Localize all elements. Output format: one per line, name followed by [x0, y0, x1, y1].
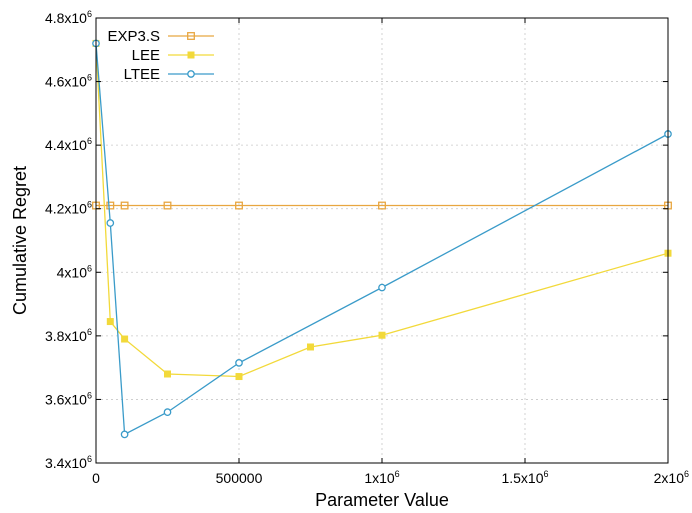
point-ltee: [163, 408, 172, 416]
point-lee: [121, 335, 129, 343]
legend-label-exp3-s: EXP3.S: [107, 28, 160, 45]
x-axis-title: Parameter Value: [315, 490, 449, 510]
legend: EXP3.S LEE LTEE: [107, 28, 214, 83]
y-tick-label-exponent: 6: [87, 327, 92, 337]
y-tick-label: 3.8x106: [45, 327, 92, 344]
y-tick-label-exponent: 6: [87, 390, 92, 400]
y-tick-label-text: 4x10: [57, 264, 88, 280]
point-lee: [106, 318, 114, 326]
point-lee: [164, 370, 171, 378]
y-axis-title: Cumulative Regret: [10, 166, 30, 315]
x-tick-label-text: 1x10: [364, 470, 395, 486]
y-tick-label: 4.4x106: [45, 136, 92, 153]
x-tick-label: 1.5x106: [501, 469, 548, 486]
x-tick-label-exponent: 6: [684, 469, 689, 479]
point-ltee: [120, 430, 129, 439]
y-tick-label-text: 3.8x10: [45, 328, 87, 344]
point-ltee: [235, 359, 243, 367]
x-tick-label: 0: [92, 470, 100, 486]
y-tick-label-text: 4.4x10: [45, 137, 87, 153]
x-tick-label: 2x106: [654, 469, 689, 486]
y-tick-label-exponent: 6: [87, 454, 92, 464]
point-lee: [307, 343, 314, 351]
legend-marker-exp3-s: [187, 32, 195, 40]
y-tick-label: 4.8x106: [45, 9, 92, 26]
series-layer: [92, 39, 672, 439]
y-tick-label-exponent: 6: [87, 200, 92, 210]
y-tick-label: 4.6x106: [45, 73, 92, 90]
y-tick-label-text: 3.6x10: [45, 391, 87, 407]
y-tick-label-exponent: 6: [87, 73, 92, 83]
y-tick-label-text: 3.4x10: [45, 455, 87, 471]
legend-label-ltee: LTEE: [124, 66, 160, 83]
legend-label-lee: LEE: [132, 47, 160, 64]
y-tick-label-exponent: 6: [87, 136, 92, 146]
x-tick-label: 500000: [216, 470, 263, 486]
y-tick-label: 4.2x106: [45, 200, 92, 217]
point-exp3-s: [378, 201, 386, 210]
y-tick-label: 3.6x106: [45, 390, 92, 407]
x-tick-label: 1x106: [364, 469, 399, 486]
x-tick-label-exponent: 6: [544, 469, 549, 479]
tick-labels: 3.4x1063.6x1063.8x1064x1064.2x1064.4x106…: [45, 9, 689, 486]
point-lee: [378, 331, 386, 339]
point-ltee: [106, 219, 115, 227]
legend-item-ltee: LTEE: [124, 66, 214, 83]
point-ltee: [378, 283, 386, 292]
y-tick-label-text: 4.8x10: [45, 10, 87, 26]
grid-lines: [96, 18, 668, 463]
legend-item-lee: LEE: [132, 47, 214, 64]
point-exp3-s: [163, 201, 172, 210]
series-exp3-s: [92, 201, 672, 210]
y-tick-label: 4x106: [57, 263, 92, 280]
y-tick-label-text: 4.6x10: [45, 74, 87, 90]
y-tick-label-text: 4.2x10: [45, 201, 87, 217]
y-tick-label: 3.4x106: [45, 454, 92, 471]
point-exp3-s: [120, 201, 129, 210]
x-tick-label-text: 0: [92, 470, 100, 486]
y-tick-label-exponent: 6: [87, 263, 92, 273]
legend-marker-lee: [187, 51, 195, 59]
x-tick-label-text: 1.5x10: [501, 470, 543, 486]
legend-marker-ltee: [187, 70, 195, 78]
point-lee: [235, 373, 243, 381]
legend-item-exp3-s: EXP3.S: [107, 28, 214, 45]
axis-ticks: [95, 17, 669, 464]
x-tick-label-text: 500000: [216, 470, 263, 486]
x-tick-label-exponent: 6: [395, 469, 400, 479]
x-tick-label-text: 2x10: [654, 470, 685, 486]
point-exp3-s: [106, 201, 115, 210]
y-tick-label-exponent: 6: [87, 9, 92, 19]
point-exp3-s: [235, 201, 243, 210]
